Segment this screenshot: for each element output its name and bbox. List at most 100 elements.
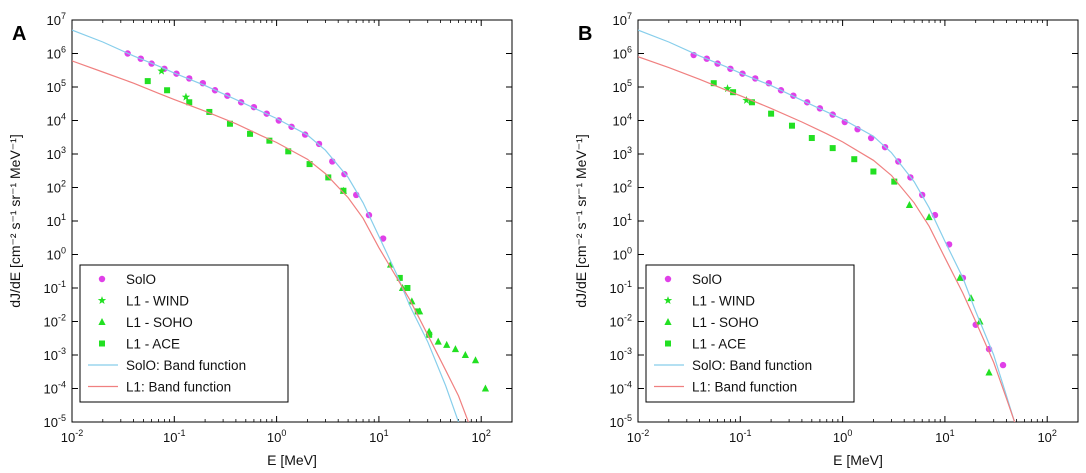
y-tick-label: 10-5: [610, 413, 632, 430]
y-tick-label: 106: [613, 45, 632, 62]
y-tick-label: 101: [47, 212, 66, 229]
series-line-solo-band-function: [638, 29, 1016, 422]
x-tick-label: 100: [267, 428, 286, 445]
legend-entry: SolO: [692, 272, 722, 287]
legend-entry: L1 - ACE: [126, 337, 180, 352]
legend-swatch: [97, 296, 107, 305]
point-l1-ace: [829, 145, 836, 152]
legend-entry: L1 - ACE: [692, 337, 746, 352]
x-tick-label: 100: [833, 428, 852, 445]
legend-entry: L1 - SOHO: [126, 315, 193, 330]
point-l1-soho: [471, 356, 480, 364]
point-l1-ace: [748, 99, 755, 106]
legend-entry: SolO: Band function: [692, 358, 812, 373]
point-solo: [999, 361, 1007, 369]
point-l1-soho: [985, 368, 993, 376]
point-l1-soho: [443, 340, 451, 348]
point-l1-ace: [186, 99, 193, 106]
point-l1-ace: [851, 156, 858, 163]
point-l1-wind: [181, 92, 191, 101]
x-tick-label: 101: [935, 428, 954, 445]
x-tick-label: 10-2: [61, 428, 83, 445]
y-tick-label: 107: [47, 11, 66, 28]
y-tick-label: 101: [613, 212, 632, 229]
y-tick-label: 106: [47, 45, 66, 62]
point-l1-ace: [404, 285, 411, 291]
y-tick-label: 10-4: [44, 380, 66, 397]
panel-label: A: [12, 23, 26, 45]
panel-label: B: [578, 23, 592, 45]
point-l1-soho: [925, 213, 933, 221]
y-axis-label: dJ/dE [cm⁻² s⁻¹ sr⁻¹ MeV⁻¹]: [7, 134, 23, 307]
y-tick-label: 102: [613, 179, 632, 196]
point-l1-ace: [340, 187, 347, 194]
point-l1-soho: [461, 351, 469, 358]
legend-box: [645, 264, 855, 403]
point-l1-ace: [426, 331, 433, 338]
y-tick-label: 10-2: [610, 313, 632, 330]
x-tick-label: 101: [369, 428, 388, 445]
y-tick-label: 10-1: [610, 279, 632, 296]
point-l1-ace: [414, 308, 421, 315]
point-l1-soho: [451, 345, 460, 353]
y-tick-label: 10-4: [610, 380, 632, 397]
point-l1-soho: [956, 273, 964, 281]
y-tick-label: 10-5: [44, 413, 66, 430]
x-tick-label: 10-2: [627, 428, 649, 445]
x-tick-label: 10-1: [729, 428, 751, 445]
point-solo: [379, 235, 387, 242]
legend-entry: L1: Band function: [692, 380, 797, 395]
y-tick-label: 103: [613, 145, 632, 162]
legend-entry: L1 - SOHO: [692, 315, 759, 330]
legend-entry: L1: Band function: [126, 380, 231, 395]
point-l1-ace: [285, 148, 292, 155]
y-tick-label: 107: [613, 11, 632, 28]
x-axis-label: E [MeV]: [833, 452, 883, 468]
point-l1-ace: [164, 87, 171, 94]
point-l1-soho: [434, 337, 442, 345]
minor-ticks: [102, 20, 513, 422]
y-tick-label: 105: [47, 78, 66, 95]
legend-swatch: [98, 275, 106, 283]
point-l1-soho: [905, 201, 914, 209]
x-tick-label: 102: [471, 428, 490, 445]
legend-swatch: [663, 296, 673, 305]
legend-swatch: [99, 340, 105, 347]
x-tick-label: 10-1: [163, 428, 185, 445]
y-tick-label: 10-2: [44, 313, 66, 330]
point-l1-ace: [247, 130, 254, 137]
legend-swatch: [665, 340, 671, 347]
point-solo: [841, 118, 848, 126]
minor-ticks: [668, 20, 1079, 422]
point-l1-ace: [870, 168, 877, 175]
y-tick-label: 10-3: [44, 346, 66, 363]
legend-entry: L1 - WIND: [692, 294, 755, 309]
chart-panel-b: B 10-2 10-1 100 101 102 10-5 10-4 10-3 10-2 10-1 10…: [573, 11, 1079, 468]
point-l1-ace: [768, 110, 775, 117]
point-l1-ace: [226, 120, 233, 127]
point-l1-ace: [306, 161, 313, 168]
series-line-l1-band-function: [638, 56, 1016, 422]
y-axis-label: dJ/dE [cm⁻² s⁻¹ sr⁻¹ MeV⁻¹]: [573, 134, 589, 307]
y-tick-label: 10-3: [610, 346, 632, 363]
y-tick-label: 100: [47, 246, 66, 263]
legend-entry: SolO: [126, 272, 156, 287]
legend-entry: SolO: Band function: [126, 358, 246, 373]
point-l1-wind: [742, 95, 751, 104]
y-tick-label: 102: [47, 179, 66, 196]
point-l1-ace: [144, 78, 151, 85]
chart-panel-a: A 10-2 10-1 100 101 102 10-5 10-4 10-3 10-2 10-1 10…: [7, 11, 513, 468]
legend-entry: L1 - WIND: [126, 294, 189, 309]
point-l1-ace: [710, 80, 717, 87]
point-l1-ace: [206, 108, 213, 115]
point-l1-wind: [157, 66, 166, 75]
legend-swatch: [664, 275, 672, 283]
point-l1-wind: [723, 84, 732, 93]
point-solo: [854, 125, 861, 133]
legend: SolO L1 - WIND L1 - SOHO L1 - ACE SolO: Band…: [645, 264, 855, 403]
point-l1-ace: [808, 135, 815, 142]
x-tick-label: 102: [1037, 428, 1056, 445]
x-axis-label: E [MeV]: [267, 452, 317, 468]
series-line-l1-band-function: [72, 60, 469, 422]
